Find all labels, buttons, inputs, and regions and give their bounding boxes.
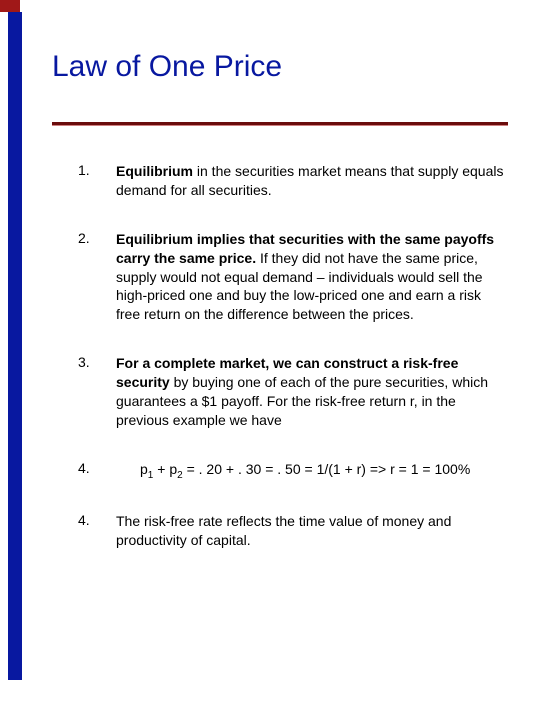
item-body: Equilibrium in the securities market mea… [116,162,508,200]
item-number: 1. [78,162,116,200]
content-area: 1. Equilibrium in the securities market … [78,162,508,580]
formula-p1: p [140,461,148,477]
slide-title: Law of One Price [52,50,282,84]
list-item-formula: 4. p1 + p2 = . 20 + . 30 = . 50 = 1/(1 +… [78,460,508,482]
formula-body: p1 + p2 = . 20 + . 30 = . 50 = 1/(1 + r)… [140,460,470,482]
item-number: 4. [78,512,116,550]
list-item: 4. The risk-free rate reflects the time … [78,512,508,550]
item-body: The risk-free rate reflects the time val… [116,512,508,550]
item-number: 4. [78,460,116,482]
item-number: 2. [78,230,116,324]
formula-plus: + [153,461,169,477]
list-item: 3. For a complete market, we can constru… [78,354,508,430]
formula-p2: p [169,461,177,477]
rest-text: by buying one of each of the pure securi… [116,374,488,428]
title-underline-light [52,125,508,126]
item-body: For a complete market, we can construct … [116,354,508,430]
accent-bar-blue [8,12,22,680]
list-item: 2. Equilibrium implies that securities w… [78,230,508,324]
formula-rest: = . 20 + . 30 = . 50 = 1/(1 + r) => r = … [183,461,471,477]
item-number: 3. [78,354,116,430]
accent-bar-red [0,0,20,12]
item-body: Equilibrium implies that securities with… [116,230,508,324]
list-item: 1. Equilibrium in the securities market … [78,162,508,200]
bold-text: Equilibrium [116,163,193,179]
